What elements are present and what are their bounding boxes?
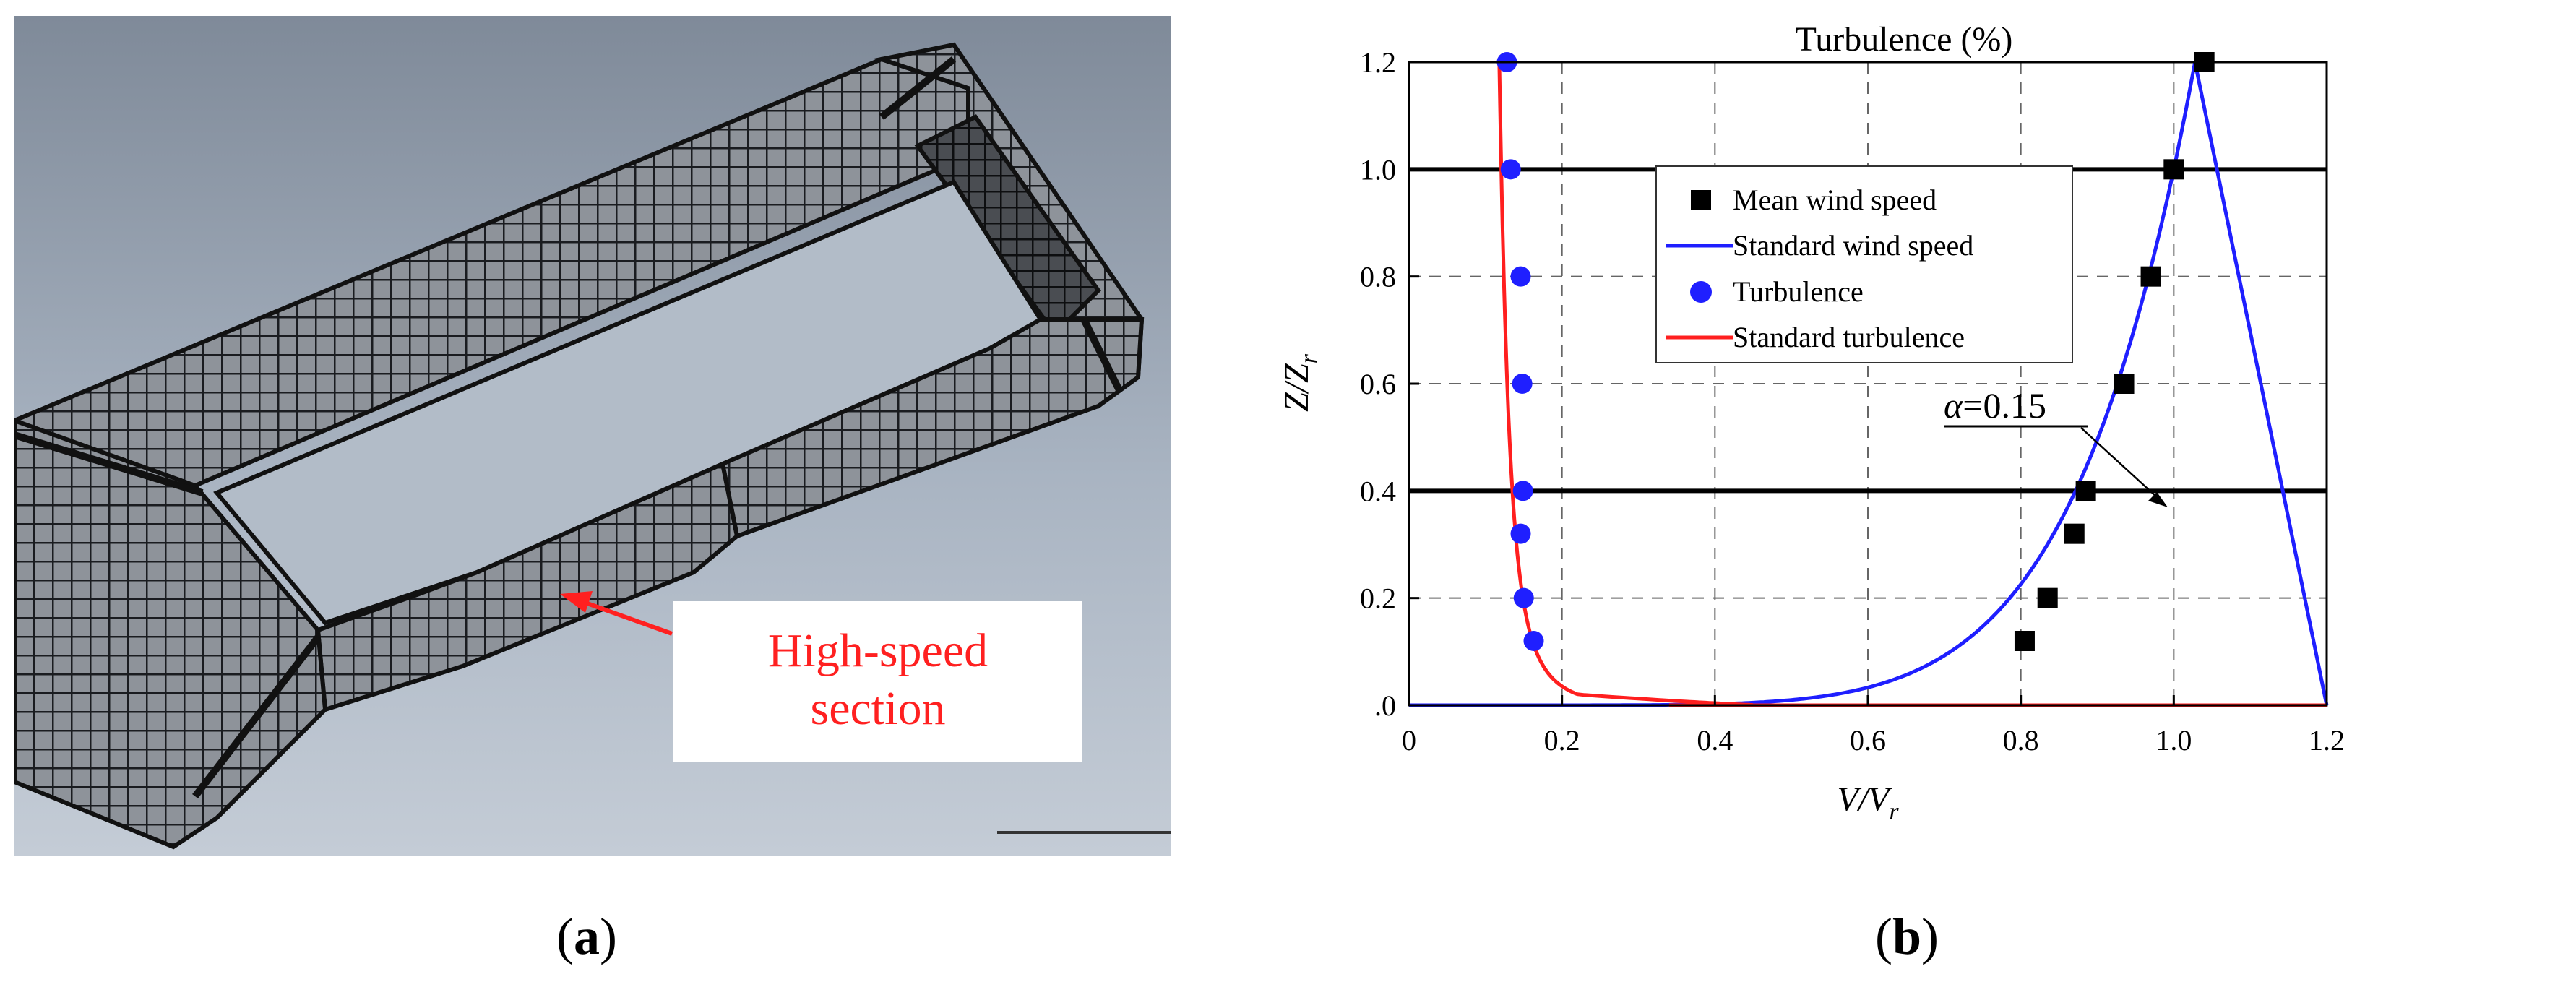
panel-a-wind-tunnel-model: High-speed section <box>12 16 1171 856</box>
turbulence-point <box>1500 159 1521 180</box>
corner-brace <box>192 634 321 799</box>
panel-b-wind-profile-chart: Turbulence (%) 0 0.2 0.4 0.6 0.8 1.0 1.2.0 0.2 0… <box>1228 0 2576 889</box>
y-tick-label: 0.4 <box>1360 475 1396 507</box>
annotation-arrow <box>584 600 673 636</box>
x-tick-label: 0 <box>1402 724 1416 757</box>
annotation-arrowhead <box>560 591 593 613</box>
legend-box <box>1655 165 2073 363</box>
chart-title: Turbulence (%) <box>1796 20 2013 59</box>
legend-label-mean-wind-speed: Mean wind speed <box>1733 184 1937 216</box>
alpha-arrowhead <box>2148 492 2168 507</box>
y-tick-label: 1.0 <box>1360 153 1396 186</box>
legend-label-standard-wind-speed: Standard wind speed <box>1733 229 1973 262</box>
y-tick-label: 0.6 <box>1360 368 1396 400</box>
alpha-label: α=0.15 <box>1944 385 2046 426</box>
alpha-leader-line <box>2080 427 2158 498</box>
turbulence-point <box>1513 587 1534 608</box>
x-tick-label: 0.8 <box>2003 724 2039 757</box>
turbulence-point <box>1523 631 1544 651</box>
mean-wind-speed-point <box>2114 374 2135 394</box>
x-tick-label: 0.6 <box>1850 724 1886 757</box>
annotation-box <box>673 601 1082 762</box>
legend-marker-mean-wind-speed <box>1691 190 1711 210</box>
wind-profile-chart: Turbulence (%) 0 0.2 0.4 0.6 0.8 1.0 1.2.00.20… <box>1278 20 2345 825</box>
legend-label-standard-turbulence: Standard turbulence <box>1733 321 1965 353</box>
annotation-label-line2: section <box>811 682 946 735</box>
data-markers <box>1496 52 2215 651</box>
y-tick-label: 0.8 <box>1360 261 1396 293</box>
x-tick-label: 0.2 <box>1544 724 1580 757</box>
mean-wind-speed-point <box>2037 587 2058 608</box>
turbulence-point <box>1510 266 1531 287</box>
x-tick-label: 0.4 <box>1697 724 1733 757</box>
legend-marker-turbulence <box>1690 281 1712 303</box>
corner-brace <box>13 431 204 496</box>
turbulence-point <box>1510 523 1531 544</box>
axis-ticks: 0 0.2 0.4 0.6 0.8 1.0 1.2 .0 0.2 0.4 0.6 0.8 1.0 1.2 <box>1360 46 2345 757</box>
mean-wind-speed-point <box>2064 523 2085 544</box>
caption-b: (b) <box>1875 908 1939 965</box>
duct-left-corner <box>12 417 328 850</box>
turbulence-point <box>1512 481 1533 501</box>
caption-a: (a) <box>556 908 617 965</box>
grid-lines <box>1409 62 2327 705</box>
inner-opening <box>213 179 1044 626</box>
y-tick-label: 0.2 <box>1360 582 1396 615</box>
wind-tunnel-render: High-speed section <box>12 16 1171 856</box>
mean-wind-speed-point <box>2014 631 2035 651</box>
x-tick-label: 1.2 <box>2309 724 2345 757</box>
legend-label-turbulence: Turbulence <box>1733 275 1864 308</box>
y-axis-label: Z/Zr <box>1278 353 1322 412</box>
alpha-annotation: α=0.15 <box>1944 385 2168 507</box>
mean-wind-speed-point <box>2075 481 2096 501</box>
corner-brace <box>879 56 957 120</box>
annotation-label-line1: High-speed <box>768 624 988 677</box>
mean-wind-speed-point <box>2140 266 2161 287</box>
turbulence-point <box>1512 374 1533 394</box>
legend: Mean wind speed Standard wind speed Turb… <box>1655 165 2073 363</box>
x-tick-label: 1.0 <box>2155 724 2192 757</box>
y-tick-label: .0 <box>1374 689 1396 722</box>
mean-wind-speed-point <box>2163 159 2184 180</box>
corner-brace <box>1080 317 1124 394</box>
x-axis-label: V/Vr <box>1837 780 1899 825</box>
y-tick-label: 1.2 <box>1360 46 1396 79</box>
